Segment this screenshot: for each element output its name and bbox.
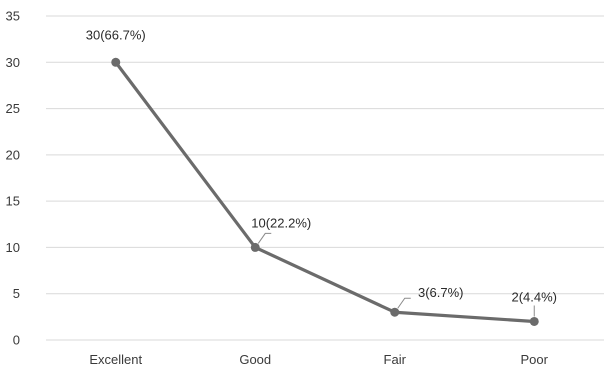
series-line — [114, 60, 536, 324]
y-tick-label: 0 — [13, 333, 20, 348]
y-tick-label: 15 — [6, 194, 20, 209]
data-point — [250, 242, 260, 252]
y-tick-label: 5 — [13, 286, 20, 301]
data-label: 2(4.4%) — [511, 289, 557, 304]
x-tick-label: Good — [239, 352, 271, 367]
data-point — [529, 316, 539, 326]
data-points — [111, 57, 539, 326]
y-tick-label: 35 — [6, 9, 20, 24]
y-tick-label: 30 — [6, 55, 20, 70]
leader-line — [257, 232, 272, 244]
x-tick-label: Excellent — [89, 352, 142, 367]
y-tick-label: 10 — [6, 240, 20, 255]
y-tick-label: 20 — [6, 147, 20, 162]
leader-lines — [257, 232, 535, 317]
x-tick-label: Fair — [384, 352, 407, 367]
data-point — [390, 307, 400, 317]
data-point — [111, 57, 121, 67]
y-tick-label: 25 — [6, 101, 20, 116]
data-label: 10(22.2%) — [251, 215, 311, 230]
data-label: 3(6.7%) — [418, 285, 464, 300]
data-label: 30(66.7%) — [86, 27, 146, 42]
series-line-path — [114, 60, 536, 324]
y-axis-ticks: 0 5 10 15 20 25 30 35 — [6, 9, 20, 348]
x-axis-ticks: Excellent Good Fair Poor — [89, 352, 548, 367]
leader-line — [397, 297, 411, 309]
gridlines — [46, 15, 604, 341]
x-tick-label: Poor — [521, 352, 549, 367]
data-labels: 30(66.7%) 10(22.2%) 3(6.7%) 2(4.4%) — [86, 27, 557, 304]
